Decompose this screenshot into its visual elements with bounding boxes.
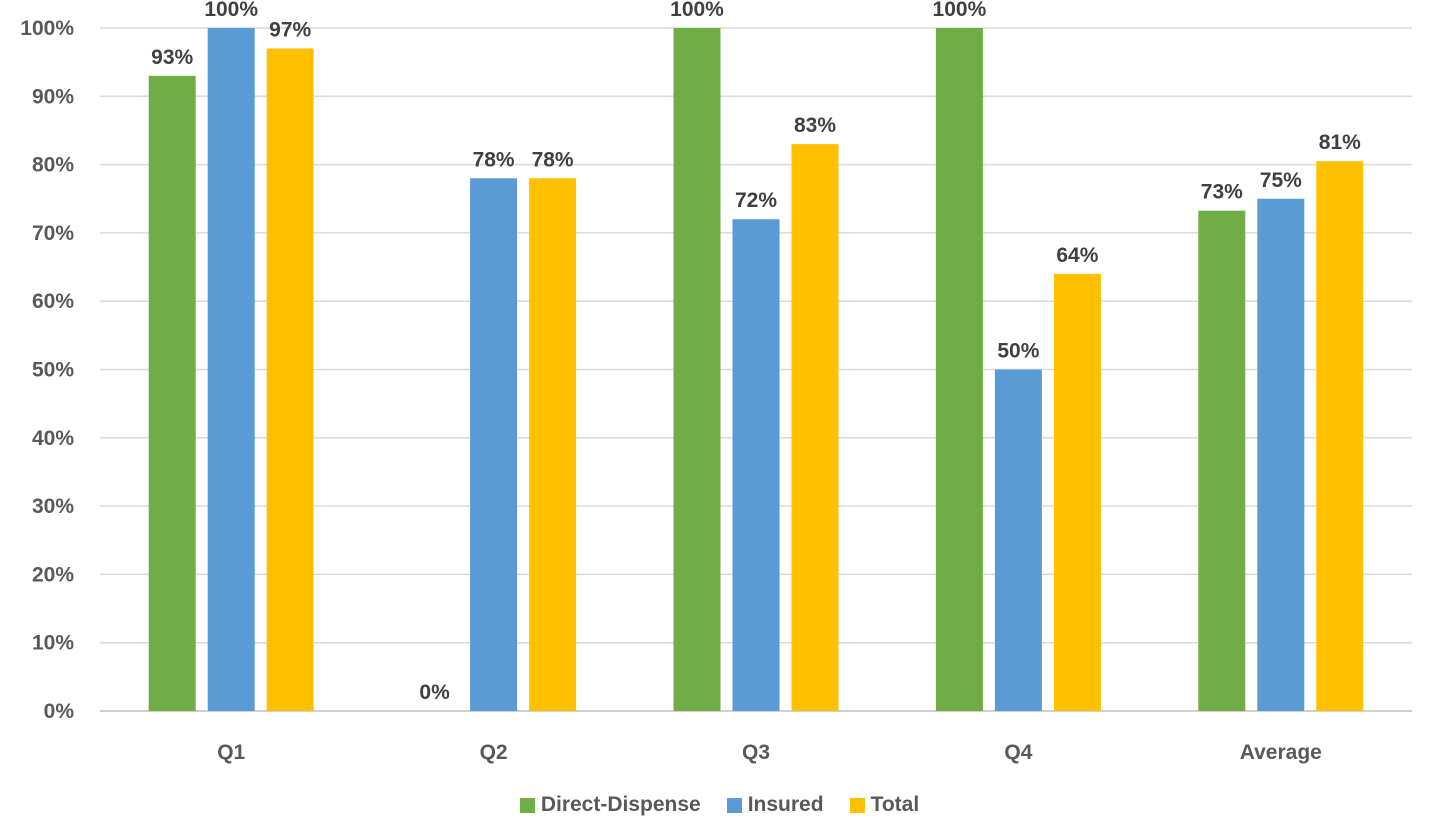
data-label: 100% [670, 0, 724, 21]
x-tick-label: Q3 [742, 741, 770, 764]
bar-total [266, 48, 314, 712]
y-tick-label: 10% [32, 632, 74, 655]
data-label: 100% [933, 0, 987, 21]
y-tick-label: 100% [20, 17, 74, 40]
bar-insured [207, 28, 255, 711]
data-label: 81% [1319, 131, 1361, 154]
legend-item-insured: Insured [726, 793, 824, 817]
data-label: 97% [269, 18, 311, 41]
bar-insured [994, 369, 1042, 711]
y-tick-label: 0% [44, 700, 75, 723]
y-tick-label: 90% [32, 85, 74, 108]
y-tick-label: 50% [32, 359, 74, 382]
x-tick-label: Q2 [480, 741, 508, 764]
y-tick-label: 60% [32, 290, 74, 313]
data-label: 73% [1201, 181, 1243, 204]
bar-total [1053, 273, 1101, 711]
legend-item-direct-dispense: Direct-Dispense [519, 793, 701, 817]
y-tick-label: 80% [32, 154, 74, 177]
data-labels: 93% 100% 97% 0% 78% 78% 100% 72% 83% 100% 50% 64% 73… [151, 0, 1361, 704]
x-tick-label: Q1 [217, 741, 245, 764]
legend: Direct-Dispense Insured Total [0, 793, 1439, 817]
data-label: 83% [794, 114, 836, 137]
y-axis-ticks: 0% 10% 20% 30% 40% 50% 60% 70% 80% 90% 100% [20, 17, 74, 723]
legend-label: Direct-Dispense [540, 793, 701, 816]
data-label: 0% [419, 681, 450, 704]
legend-item-total: Total [849, 793, 920, 817]
y-tick-label: 40% [32, 427, 74, 450]
x-tick-label: Average [1240, 741, 1322, 764]
bar-direct-dispense [148, 75, 196, 711]
bar-total [791, 144, 839, 712]
data-label: 100% [204, 0, 258, 21]
data-label: 78% [473, 148, 515, 171]
data-label: 93% [151, 46, 193, 69]
bar-direct-dispense [1198, 210, 1246, 711]
bar-direct-dispense [673, 28, 721, 711]
y-tick-label: 70% [32, 222, 74, 245]
bar-insured [1257, 198, 1305, 711]
data-label: 64% [1056, 244, 1098, 267]
bar-total [529, 178, 577, 711]
bar-total [1316, 161, 1364, 711]
legend-swatch-direct-dispense [519, 797, 535, 813]
y-tick-label: 20% [32, 563, 74, 586]
data-label: 78% [532, 148, 574, 171]
data-label: 50% [997, 340, 1039, 363]
y-tick-label: 30% [32, 495, 74, 518]
data-label: 72% [735, 189, 777, 212]
bar-insured [470, 178, 518, 711]
bar-insured [732, 219, 780, 712]
legend-label: Total [870, 793, 920, 816]
bar-direct-dispense [935, 28, 983, 711]
bars [148, 28, 1364, 712]
legend-swatch-insured [726, 797, 742, 813]
x-tick-label: Q4 [1004, 741, 1032, 764]
x-axis-ticks: Q1 Q2 Q3 Q4 Average [217, 741, 1322, 764]
legend-label: Insured [747, 793, 824, 816]
data-label: 75% [1260, 169, 1302, 192]
legend-swatch-total [849, 797, 865, 813]
